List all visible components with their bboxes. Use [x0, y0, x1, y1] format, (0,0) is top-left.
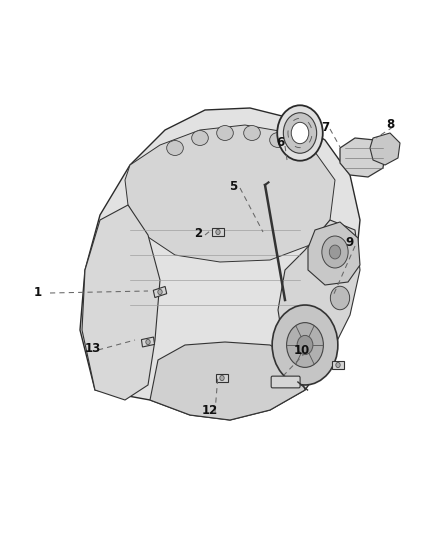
Text: 12: 12 [202, 403, 218, 416]
Circle shape [272, 305, 338, 385]
Text: 1: 1 [34, 286, 42, 298]
Circle shape [283, 113, 317, 154]
FancyBboxPatch shape [271, 376, 300, 388]
Polygon shape [332, 361, 344, 369]
Text: 10: 10 [294, 343, 310, 357]
Polygon shape [308, 222, 360, 285]
Ellipse shape [270, 133, 286, 148]
Circle shape [158, 289, 162, 295]
Circle shape [277, 106, 323, 161]
Polygon shape [340, 138, 385, 177]
Polygon shape [216, 374, 228, 382]
Ellipse shape [167, 141, 184, 156]
Polygon shape [82, 205, 160, 400]
Polygon shape [153, 286, 167, 297]
Circle shape [297, 335, 313, 354]
Circle shape [146, 340, 150, 345]
Polygon shape [370, 133, 400, 165]
Text: 6: 6 [276, 136, 284, 149]
Polygon shape [80, 108, 360, 420]
Text: 2: 2 [194, 228, 202, 240]
Circle shape [329, 245, 341, 259]
Polygon shape [278, 220, 360, 370]
Circle shape [286, 322, 323, 367]
Ellipse shape [244, 126, 260, 141]
Circle shape [330, 286, 350, 310]
Text: 13: 13 [85, 342, 101, 354]
Polygon shape [125, 125, 335, 262]
Circle shape [336, 362, 340, 368]
Circle shape [216, 229, 220, 235]
Text: 5: 5 [229, 181, 237, 193]
Circle shape [220, 375, 224, 381]
Polygon shape [212, 228, 224, 236]
Polygon shape [150, 342, 305, 420]
Ellipse shape [192, 131, 208, 146]
Ellipse shape [217, 126, 233, 141]
Text: 9: 9 [346, 237, 354, 249]
Circle shape [322, 236, 348, 268]
Polygon shape [141, 337, 155, 347]
Circle shape [291, 123, 309, 144]
Text: 7: 7 [321, 120, 329, 133]
Text: 8: 8 [386, 117, 394, 131]
